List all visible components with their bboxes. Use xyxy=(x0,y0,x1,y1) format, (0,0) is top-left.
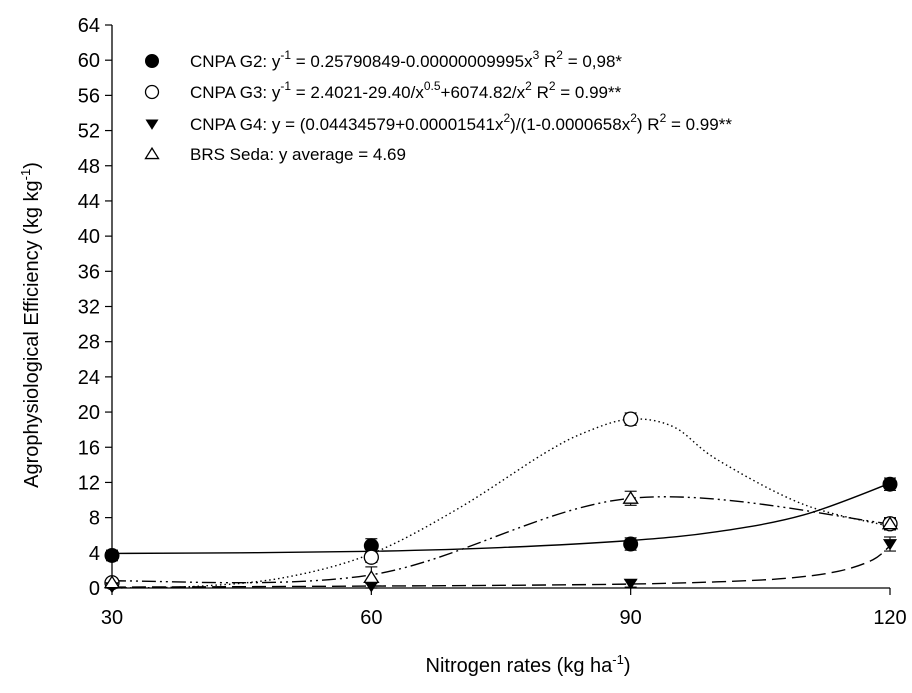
y-tick-label: 20 xyxy=(78,402,100,424)
legend-entry: CNPA G3: y-1 = 2.4021-29.40/x0.5+6074.82… xyxy=(190,79,622,102)
y-tick-label: 44 xyxy=(78,191,100,213)
legend-text-part: BRS Seda: y average = 4.69 xyxy=(190,145,406,164)
legend-text-part: CNPA G3: y xyxy=(190,83,281,102)
x-tick-label: 120 xyxy=(873,607,906,629)
y-tick-label: 8 xyxy=(89,508,100,530)
legend-text-part: )/(1-0.0000658x xyxy=(510,115,631,134)
legend-text-part: 0.5 xyxy=(424,79,441,93)
markers xyxy=(103,411,899,594)
y-tick-label: 28 xyxy=(78,332,100,354)
data-point xyxy=(363,549,379,565)
data-point xyxy=(103,575,121,589)
legend-marker xyxy=(144,146,160,160)
data-point xyxy=(623,578,638,590)
legend-text-part: R xyxy=(532,83,549,102)
data-point xyxy=(363,569,380,583)
legend-entry: CNPA G4: y = (0.04434579+0.00001541x2)/(… xyxy=(190,111,732,134)
data-point xyxy=(623,536,639,552)
y-tick-label: 40 xyxy=(78,226,100,248)
y-tick-label: 48 xyxy=(78,156,100,178)
legend-text-part: = 0.25790849-0.00000009995x xyxy=(291,52,533,71)
legend-text-part: CNPA G4: y = (0.04434579+0.00001541x xyxy=(190,115,504,134)
fit-line-0 xyxy=(111,482,891,555)
legend-text-part: 2 xyxy=(525,79,532,93)
x-tick-labels: 30 60 90 120 xyxy=(101,607,907,629)
y-tick-label: 16 xyxy=(78,437,100,459)
fit-line-3 xyxy=(111,496,891,584)
data-point xyxy=(622,490,639,504)
y-tick-label: 60 xyxy=(78,50,100,72)
legend-entry: BRS Seda: y average = 4.69 xyxy=(190,145,406,164)
legend-text-part: -1 xyxy=(280,48,291,62)
legend-marker xyxy=(145,54,159,68)
y-tick-label: 0 xyxy=(89,578,100,600)
y-tick-label: 32 xyxy=(78,297,100,319)
legend-text-part: 2 xyxy=(503,111,510,125)
legend-text-part: 3 xyxy=(533,48,540,62)
y-tick-label: 56 xyxy=(78,85,100,107)
axes xyxy=(105,24,891,595)
fit-line-2 xyxy=(111,545,891,588)
y-tick-label: 4 xyxy=(89,543,100,565)
x-tick-label: 90 xyxy=(620,607,642,629)
data-point xyxy=(883,539,897,551)
x-axis-title: Nitrogen rates (kg ha-1) xyxy=(426,652,631,677)
legend-text-part: = 0.99** xyxy=(666,115,732,134)
data-point xyxy=(104,547,120,563)
y-tick-label: 52 xyxy=(78,121,100,143)
error-bars xyxy=(106,412,896,589)
legend-text-part: ) R xyxy=(637,115,660,134)
fit-lines xyxy=(111,418,891,589)
legend-entry: CNPA G2: y-1 = 0.25790849-0.00000009995x… xyxy=(190,48,622,71)
legend-text-part: 2 xyxy=(660,111,667,125)
y-tick-label: 64 xyxy=(78,15,100,37)
y-tick-label: 12 xyxy=(78,472,100,494)
legend-text-part: 2 xyxy=(549,79,556,93)
y-axis-title: Agrophysiological Efficiency (kg kg-1) xyxy=(18,162,43,488)
legend: CNPA G2: y-1 = 0.25790849-0.00000009995x… xyxy=(144,48,732,164)
y-tick-label: 36 xyxy=(78,261,100,283)
legend-text-part: 2 xyxy=(556,48,563,62)
x-tick-label: 60 xyxy=(360,607,382,629)
data-point xyxy=(364,581,379,593)
legend-text-part: = 0.99** xyxy=(556,83,622,102)
legend-text-part: CNPA G2: y xyxy=(190,52,281,71)
data-point xyxy=(881,516,899,530)
legend-marker xyxy=(144,84,160,100)
data-point xyxy=(882,476,898,492)
legend-text-part: 2 xyxy=(630,111,637,125)
data-point xyxy=(623,411,639,427)
legend-text-part: = 2.4021-29.40/x xyxy=(291,83,424,102)
legend-text-part: -1 xyxy=(280,79,291,93)
legend-text-part: = 0,98* xyxy=(563,52,622,71)
y-tick-label: 24 xyxy=(78,367,100,389)
x-tick-label: 30 xyxy=(101,607,123,629)
legend-text-part: R xyxy=(539,52,556,71)
legend-marker xyxy=(145,119,159,130)
fit-line-1 xyxy=(111,418,891,589)
legend-text-part: +6074.82/x xyxy=(441,83,526,102)
